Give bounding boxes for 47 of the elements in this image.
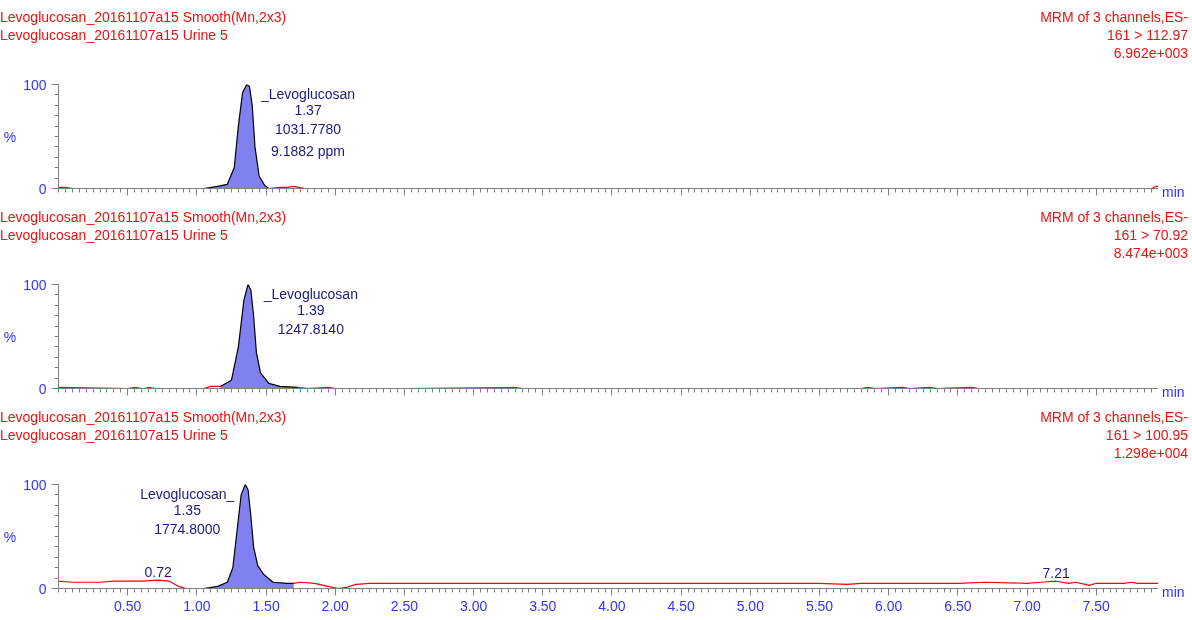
text: 8.474e+003	[1113, 245, 1188, 261]
y-tick-label: 100	[23, 76, 47, 93]
x-tick-label: 4.00	[598, 597, 626, 614]
x-tick-label: 5.50	[805, 597, 834, 614]
chart-title: Levoglucosan_20161107a15 Smooth(Mn,2x3)	[0, 409, 287, 425]
y-tick-label: 0	[38, 580, 47, 597]
annotation: 7.21	[1042, 565, 1070, 582]
x-tick-label: 4.50	[667, 597, 695, 614]
y-axis-title: %	[3, 128, 17, 145]
annotation: 0.72	[144, 564, 172, 581]
x-tick-label: 2.00	[321, 597, 350, 614]
x-tick-label: 6.50	[944, 597, 972, 614]
y-axis-title: %	[3, 528, 17, 545]
x-tick-label: 3.50	[529, 597, 557, 614]
text: MRM of 3 channels,ES-	[1040, 409, 1188, 425]
y-tick-label: 0	[38, 180, 47, 197]
y-tick-label: 0	[38, 380, 47, 397]
text: 161 > 100.95	[1105, 427, 1188, 443]
x-axis-title: min	[1162, 383, 1185, 402]
chart-title: Levoglucosan_20161107a15 Smooth(Mn,2x3)	[0, 9, 287, 25]
annotation: _Levoglucosan 1.39 1247.8140	[262, 285, 358, 337]
text: MRM of 3 channels,ES-	[1040, 209, 1188, 225]
chart-subtitle: Levoglucosan_20161107a15 Urine 5	[0, 27, 228, 43]
annotation: _Levoglucosan 1.37 1031.7780 9.1882 ppm	[259, 85, 356, 159]
text: 161 > 112.97	[1106, 27, 1188, 43]
x-tick-label: 5.00	[736, 597, 765, 614]
x-tick-label: 0.50	[114, 597, 142, 614]
chart-subtitle: Levoglucosan_20161107a15 Urine 5	[0, 227, 228, 243]
text: MRM of 3 channels,ES-	[1040, 9, 1188, 25]
x-axis-title: min	[1162, 183, 1185, 202]
chart-subtitle: Levoglucosan_20161107a15 Urine 5	[0, 427, 228, 443]
text: 161 > 70.92	[1113, 227, 1188, 243]
x-tick-label: 1.50	[252, 597, 280, 614]
x-tick-label: 6.00	[875, 597, 903, 614]
x-tick-label: 3.00	[459, 597, 488, 614]
y-axis-title: %	[3, 328, 17, 345]
x-tick-label: 7.00	[1013, 597, 1041, 614]
y-tick-label: 100	[23, 476, 47, 493]
x-tick-label: 2.50	[390, 597, 419, 614]
text: 1.298e+004	[1113, 445, 1188, 461]
chart-title: Levoglucosan_20161107a15 Smooth(Mn,2x3)	[0, 209, 287, 225]
x-tick-label: 7.50	[1082, 597, 1111, 614]
text: 6.962e+003	[1113, 45, 1188, 61]
y-tick-label: 100	[23, 276, 47, 293]
x-axis-title: min	[1162, 583, 1185, 602]
annotation: Levoglucosan_ 1.35 1774.8000	[140, 485, 235, 537]
x-tick-label: 1.00	[183, 597, 211, 614]
